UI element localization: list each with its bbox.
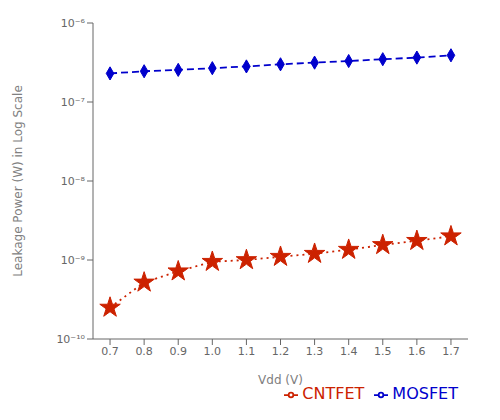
svg-text:10⁻¹⁰: 10⁻¹⁰ [56,333,85,346]
svg-text:0.7: 0.7 [101,345,119,358]
svg-text:10⁻⁷: 10⁻⁷ [61,96,85,109]
svg-text:1.0: 1.0 [204,345,222,358]
svg-text:0.9: 0.9 [169,345,187,358]
svg-text:1.6: 1.6 [408,345,426,358]
svg-text:10⁻⁹: 10⁻⁹ [61,254,85,267]
html-text:CNTFET: CNTFET [302,384,365,403]
svg-text:10⁻⁸: 10⁻⁸ [61,175,86,188]
svg-text:1.3: 1.3 [306,345,324,358]
svg-text:10⁻⁶: 10⁻⁶ [61,17,86,30]
svg-text:1.4: 1.4 [340,345,358,358]
svg-text:1.7: 1.7 [442,345,460,358]
svg-text:Leakage Power (W) in Log Scale: Leakage Power (W) in Log Scale [11,85,25,277]
html-text:MOSFET: MOSFET [392,384,458,403]
svg-text:1.5: 1.5 [374,345,392,358]
svg-text:0.8: 0.8 [135,345,153,358]
svg-text:1.2: 1.2 [272,345,290,358]
svg-text:1.1: 1.1 [238,345,256,358]
svg-text:Vdd (V): Vdd (V) [258,373,303,387]
